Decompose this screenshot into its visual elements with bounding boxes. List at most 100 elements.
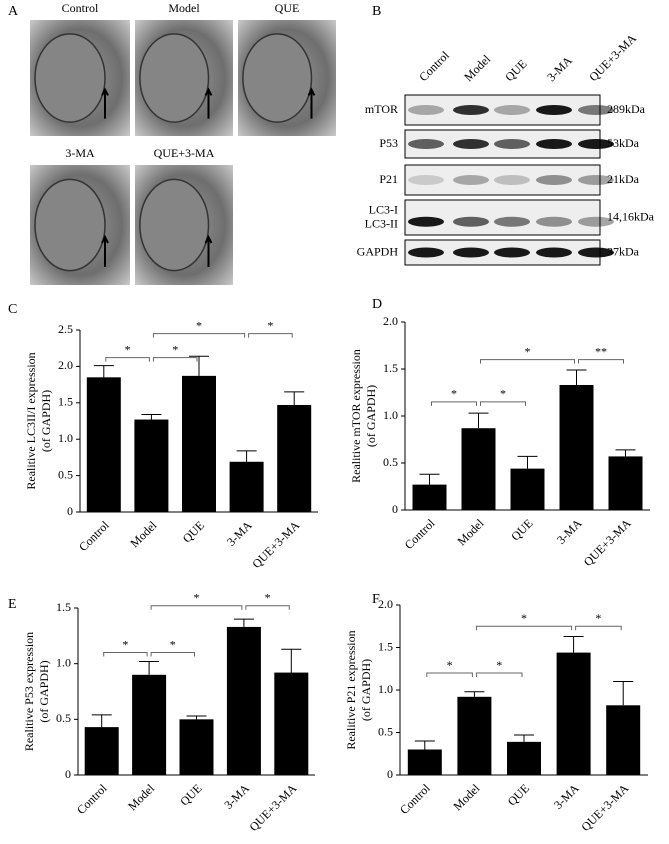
significance-bracket <box>426 672 473 677</box>
x-tick-label: 3-MA <box>221 781 252 812</box>
error-bar <box>563 635 584 653</box>
blot-band <box>453 247 489 258</box>
significance-bracket <box>248 333 293 338</box>
arrow <box>204 234 213 267</box>
y-tick-label: 0.5 <box>56 711 71 725</box>
x-tick-label: Model <box>450 781 483 814</box>
x-tick-label: Control <box>397 781 433 817</box>
significance-bracket <box>575 625 622 631</box>
y-tick-label: 2.0 <box>383 314 398 328</box>
significance-bracket <box>475 625 573 631</box>
blot-band <box>408 175 444 185</box>
blot-band <box>408 105 444 115</box>
significance-label: * <box>265 591 271 605</box>
band-size: 289kDa <box>607 102 646 116</box>
blot-band <box>494 216 530 227</box>
y-tick-label: 1.5 <box>58 395 73 409</box>
significance-bracket <box>150 652 195 657</box>
significance-label: * <box>122 637 128 651</box>
significance-bracket <box>105 357 150 362</box>
significance-bracket <box>480 401 526 406</box>
y-axis-label: Realitive mTOR expression <box>349 349 363 483</box>
band-size: 14,16kDa <box>607 209 655 223</box>
x-tick-label: Model <box>455 516 488 549</box>
error-bar <box>91 714 112 728</box>
x-tick-label: QUE+3-MA <box>578 781 631 834</box>
error-bar <box>139 660 160 675</box>
x-tick-label: QUE <box>180 518 207 545</box>
bar <box>407 749 442 775</box>
y-tick-label: 0.5 <box>378 724 393 738</box>
micrograph-label: Control <box>62 1 99 15</box>
significance-label: * <box>125 342 131 356</box>
error-bar <box>233 618 254 627</box>
error-bar <box>419 473 440 485</box>
x-tick-label: QUE+3-MA <box>246 781 299 834</box>
micrograph-label: Model <box>168 1 200 15</box>
blot-band <box>536 175 572 185</box>
y-tick-label: 2.0 <box>378 597 393 611</box>
blot-band <box>453 105 489 115</box>
blot-band <box>578 175 614 185</box>
y-tick-label: 1.5 <box>383 361 398 375</box>
error-bar <box>189 355 209 376</box>
error-bar <box>517 455 538 469</box>
significance-label: * <box>172 342 178 356</box>
blot-frame <box>404 164 601 196</box>
blot-band <box>536 216 572 227</box>
significance-label: * <box>496 658 502 672</box>
y-tick-label: 1.5 <box>378 639 393 653</box>
significance-label: * <box>521 611 527 625</box>
x-tick-label: Control <box>76 518 112 554</box>
bar <box>556 652 591 775</box>
panel-letter: F <box>372 592 380 607</box>
band-label: P53 <box>379 136 398 150</box>
band-size: 53kDa <box>607 136 640 150</box>
error-bar <box>414 740 435 750</box>
x-tick-label: 3-MA <box>551 781 582 812</box>
x-tick-label: 3-MA <box>554 516 585 547</box>
arrow <box>204 87 213 119</box>
blot-band <box>494 139 530 149</box>
nucleus <box>242 33 313 123</box>
x-tick-label: Model <box>127 518 160 551</box>
significance-bracket <box>152 333 246 338</box>
bar <box>274 672 309 775</box>
significance-bracket <box>578 359 624 364</box>
significance-label: * <box>196 318 202 332</box>
x-tick-label: Control <box>402 516 438 552</box>
panel-letter: B <box>372 4 381 19</box>
bar <box>226 626 261 775</box>
arrow <box>307 87 316 119</box>
significance-label: * <box>595 611 601 625</box>
error-bar <box>93 365 114 378</box>
nucleus <box>139 178 210 272</box>
y-tick-label: 0 <box>67 504 73 518</box>
band-label: LC3-II <box>365 216 398 230</box>
significance-label: * <box>267 318 273 332</box>
significance-label: * <box>525 344 531 358</box>
y-tick-label: 1.0 <box>383 408 398 422</box>
blot-band <box>536 247 572 258</box>
y-tick-label: 1.5 <box>56 600 71 614</box>
bar <box>84 727 119 775</box>
x-tick-label: QUE <box>177 781 204 808</box>
bar <box>507 741 541 775</box>
significance-bracket <box>475 672 523 677</box>
y-axis-label: (of GAPDH) <box>39 390 53 452</box>
blot-band <box>494 105 530 115</box>
band-size: 37kDa <box>607 244 640 258</box>
blot-band <box>578 105 614 115</box>
blot-band <box>453 216 489 227</box>
y-axis-label: Realitive LC3II/I expression <box>24 352 38 489</box>
bar <box>179 719 214 775</box>
bar <box>608 456 643 510</box>
band-label: mTOR <box>365 102 398 116</box>
significance-bracket <box>480 359 575 364</box>
micrograph-label: 3-MA <box>65 146 95 160</box>
error-bar <box>141 413 162 420</box>
x-tick-label: Control <box>74 781 110 817</box>
blot-band <box>453 139 489 149</box>
error-bar <box>236 450 257 462</box>
